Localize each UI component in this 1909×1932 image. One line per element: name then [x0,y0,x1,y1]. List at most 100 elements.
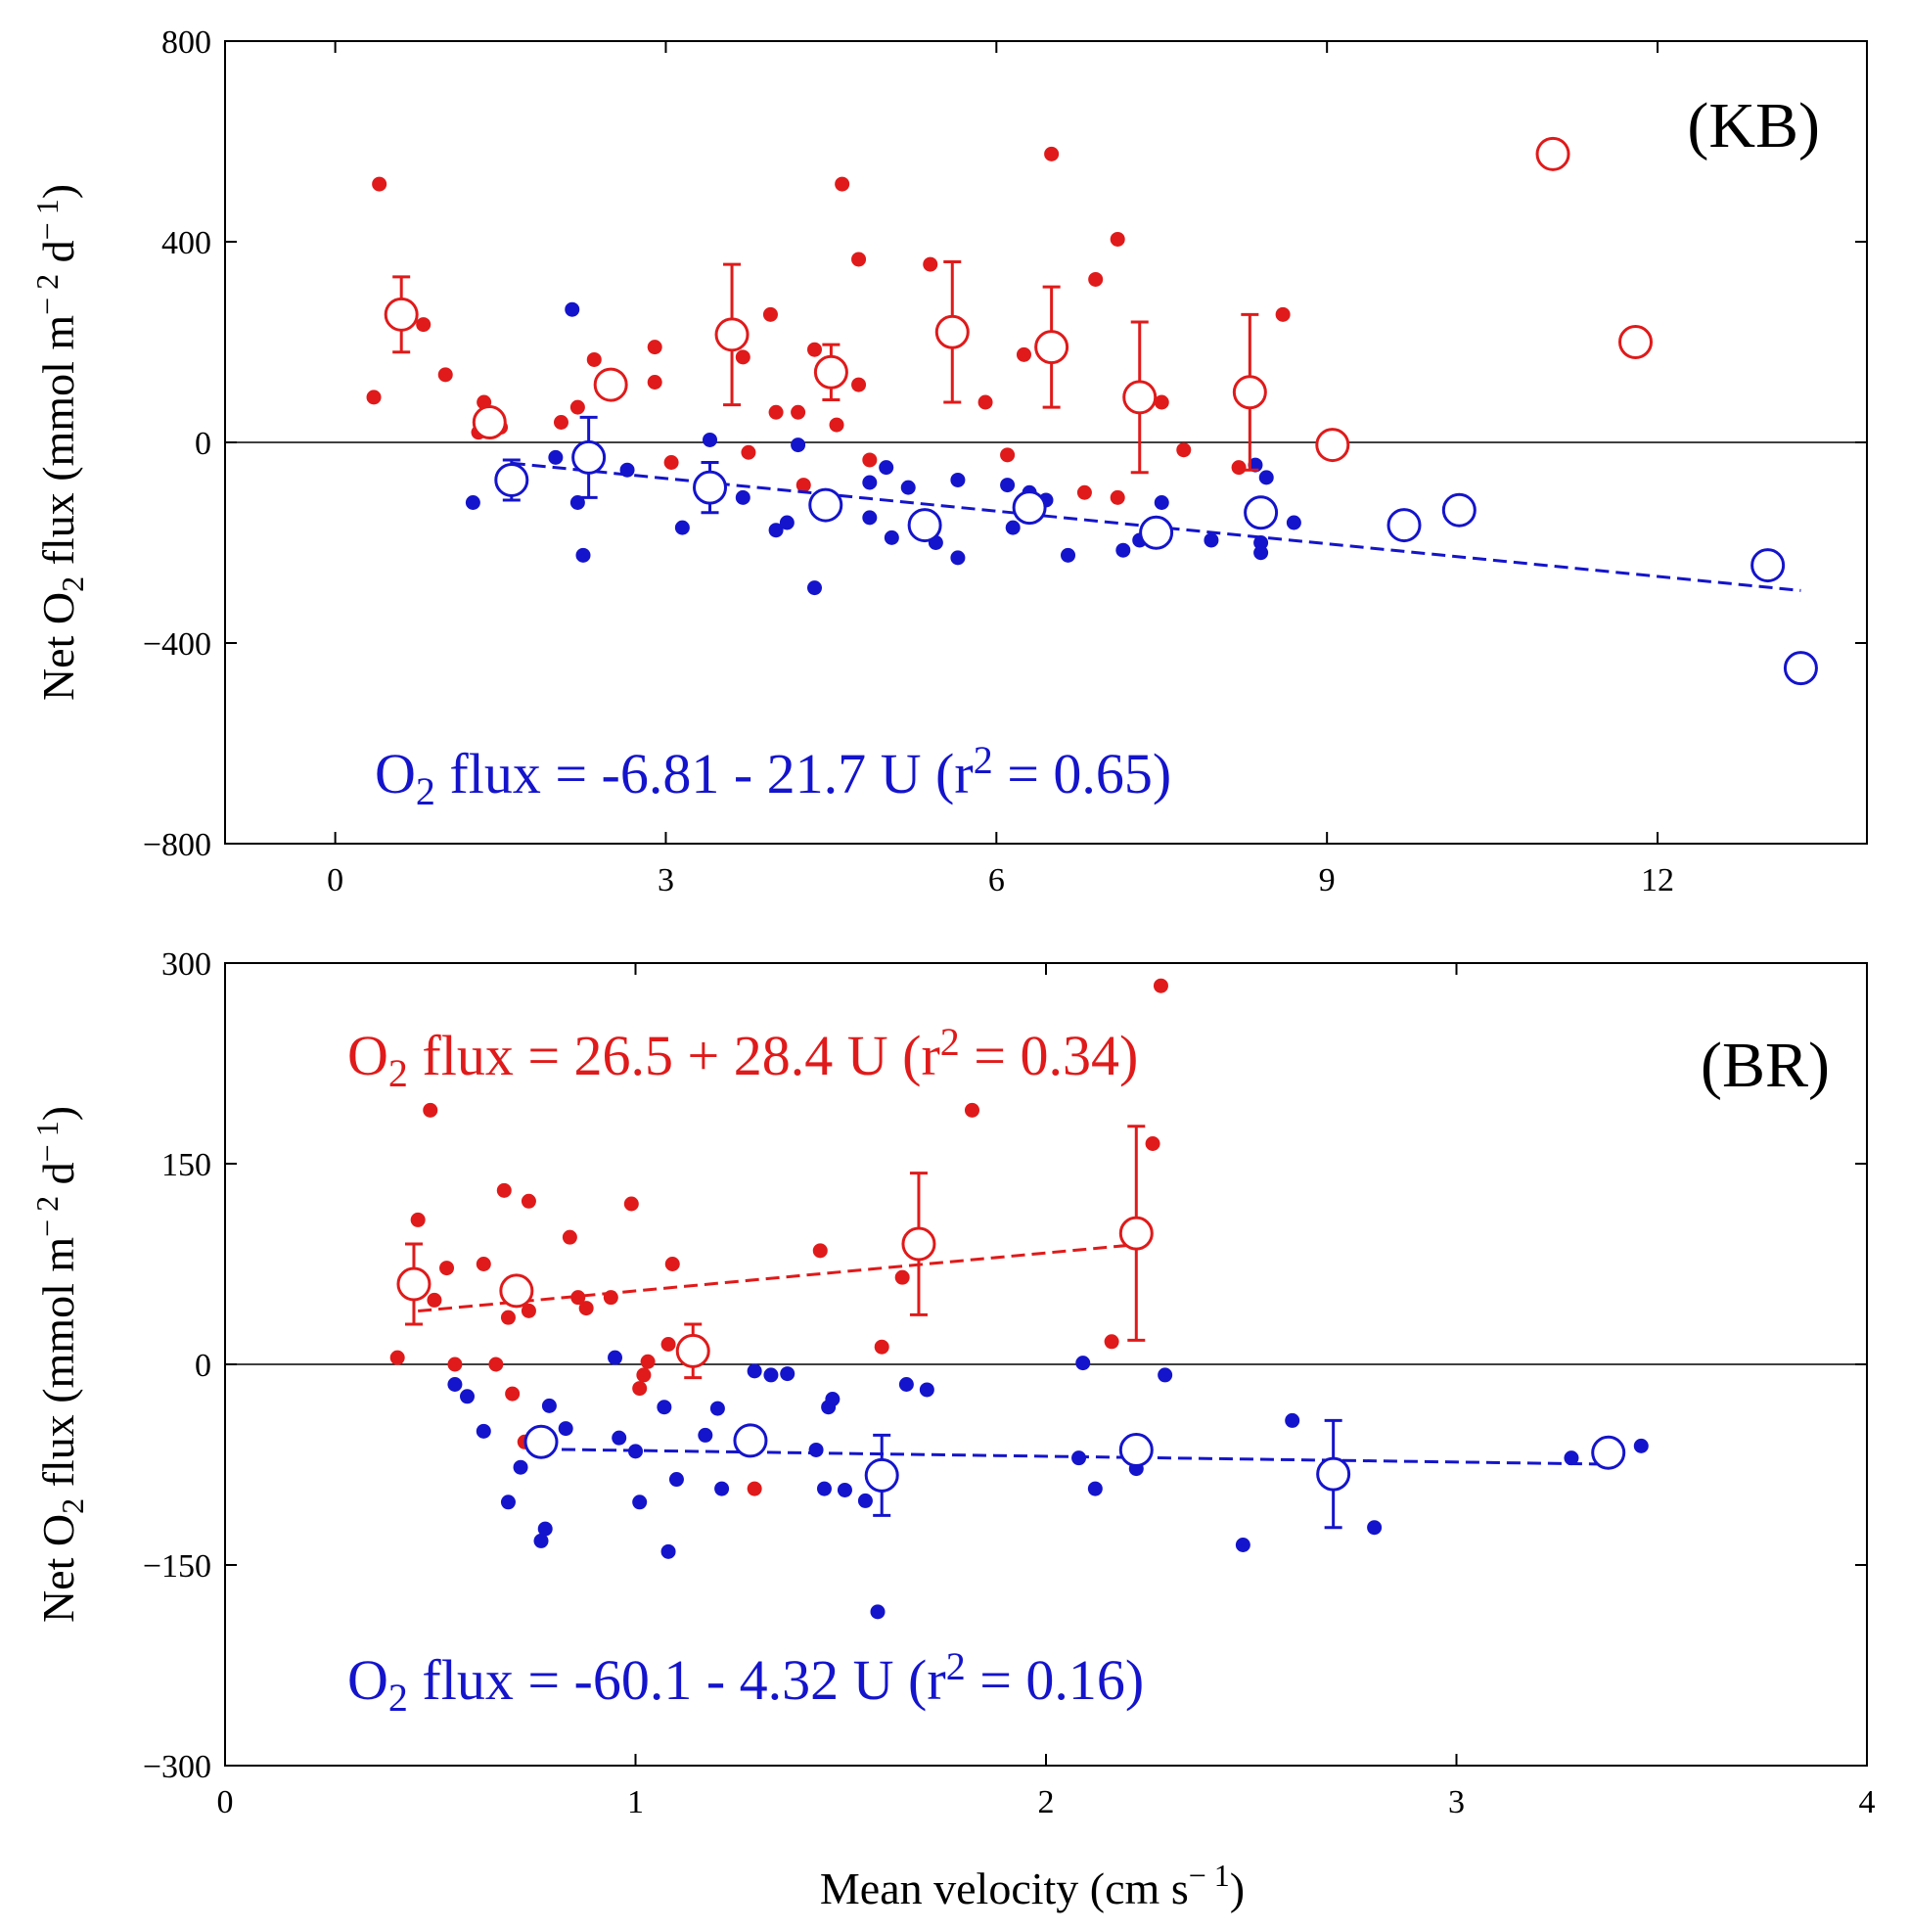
kb-blue-mean-point [1012,490,1047,526]
kb-red-mean-point [593,367,628,402]
br-blue-point [780,1366,795,1382]
kb-red-point [862,452,878,468]
kb-red-mean-point [1535,136,1570,171]
x-axis-label: Mean velocity (cm s− 1) [820,1858,1245,1913]
br-red-mean-point [675,1333,710,1368]
br-y-tick-label: −300 [143,1749,211,1785]
br-blue-point [460,1389,476,1404]
br-blue-point [763,1367,779,1383]
br-blue-mean-point [523,1424,559,1459]
kb-blue-point [768,523,784,538]
kb-y-tick-label: 400 [161,225,211,261]
br-blue-point [500,1495,516,1510]
br-blue-point [558,1421,573,1437]
kb-red-point [1154,394,1169,410]
br-blue-point [898,1377,914,1392]
y-label-part: d [33,1162,83,1196]
kb-red-point [1000,447,1016,463]
kb-x-tick-label: 9 [1319,862,1336,898]
kb-y-axis-label: Net O2 flux (mmol m− 2 d− 1) [29,184,90,701]
y-label-subscript: 2 [55,1498,90,1514]
br-red-point [496,1182,512,1198]
kb-red-point [647,375,662,390]
br-red-fit-line [418,1243,1137,1313]
br-blue-point [608,1350,623,1365]
kb-blue-mean-point [1750,548,1786,583]
kb-red-point [768,404,784,420]
kb-blue-point [950,550,966,566]
br-panel-label: (BR) [1701,1030,1830,1101]
br-blue-point [1367,1520,1383,1536]
br-red-point [747,1481,762,1496]
br-blue-mean-point [1316,1456,1351,1492]
br-blue-point [668,1472,684,1488]
kb-y-tick-label: −400 [143,626,211,663]
kb-x-tick-label: 0 [327,862,343,898]
kb-panel-label: (KB) [1687,90,1820,161]
kb-blue-point [1253,545,1269,561]
kb-blue-point [1286,515,1301,530]
br-blue-point [837,1482,852,1497]
kb-blue-equation: O2 flux = -6.81 - 21.7 U (r2 = 0.65) [375,738,1171,813]
kb-blue-mean-point [1386,508,1422,543]
equation-prefix: O [347,1648,388,1712]
y-label-subscript: 2 [55,576,90,592]
kb-blue-point [862,510,878,526]
kb-red-point [569,399,585,415]
br-y-tick-label: 300 [161,946,211,983]
kb-red-point [1176,442,1192,458]
kb-blue-point [791,437,806,453]
kb-x-tick-label: 12 [1641,862,1674,898]
br-blue-mean-point [1118,1432,1154,1467]
br-blue-point [533,1533,549,1548]
br-blue-point [747,1363,762,1379]
kb-blue-point [575,547,591,563]
br-blue-mean-point [1591,1435,1626,1470]
br-blue-point [1158,1367,1173,1383]
kb-blue-point [900,480,916,495]
kb-blue-point [465,495,480,510]
br-red-point [427,1292,442,1308]
br-blue-point [612,1430,627,1446]
kb-blue-point [1061,547,1076,563]
y-label-superscript: − 2 [29,1196,65,1237]
kb-red-point [663,455,679,470]
x-label-part: ) [1230,1863,1245,1913]
kb-red-mean-point [384,297,419,332]
br-blue-point [447,1377,463,1392]
y-label-part: d [33,240,83,274]
br-x-tick-label: 3 [1448,1784,1465,1820]
kb-red-mean-point [714,317,750,352]
br-blue-point [657,1400,672,1415]
br-blue-mean-point [864,1457,899,1493]
br-red-point [812,1243,828,1259]
kb-blue-mean-point [1783,651,1818,686]
br-blue-point [709,1401,725,1416]
kb-blue-mean-point [1441,492,1477,528]
kb-red-point [553,415,568,430]
y-label-superscript: − 1 [29,199,65,240]
br-red-point [1145,1136,1160,1151]
kb-blue-point [779,515,795,530]
equation-superscript: 2 [946,1644,966,1688]
kb-blue-point [1005,520,1021,535]
kb-red-mean-point [1034,330,1069,365]
br-marks: −300 −150 0 150 300 0 1 2 3 4 [143,946,1876,1820]
br-blue-point [1075,1356,1091,1371]
kb-red-point [835,176,850,192]
br-blue-point [825,1392,841,1407]
kb-y-tick-label: 0 [195,426,211,462]
br-blue-point [632,1495,648,1510]
br-red-equation: O2 flux = 26.5 + 28.4 U (r2 = 0.34) [347,1020,1138,1095]
equation-suffix: = 0.16) [966,1648,1145,1712]
x-label-superscript: − 1 [1189,1858,1230,1893]
kb-marks: −800 −400 0 400 800 0 3 6 9 12 [143,24,1867,898]
kb-red-point [1044,146,1060,161]
y-label-part: Net O [33,1514,83,1623]
br-red-point [410,1212,426,1227]
y-label-part: Net O [33,592,83,701]
x-label-part: Mean velocity (cm s [820,1863,1189,1913]
y-label-part: flux (mmol m [33,315,83,576]
kb-y-tick-label: −800 [143,827,211,863]
